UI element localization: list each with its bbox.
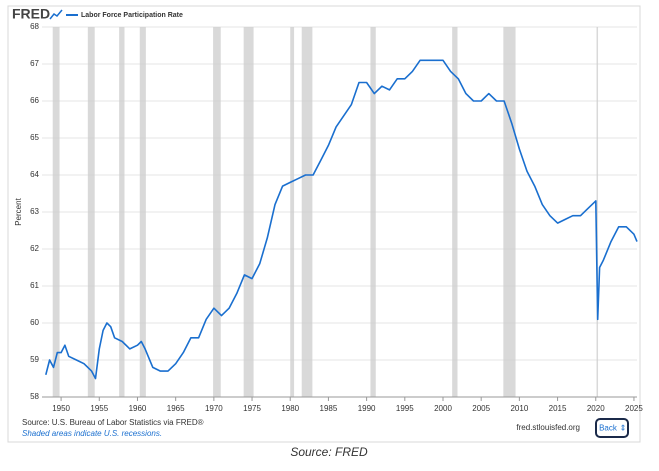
y-tick-label: 60: [30, 318, 39, 327]
recession-band: [52, 27, 60, 397]
recession-band: [596, 27, 599, 397]
x-tick-label: 1985: [320, 404, 338, 413]
y-tick-label: 58: [30, 392, 39, 401]
recession-band: [503, 27, 516, 397]
y-tick-label: 67: [30, 59, 39, 68]
recession-band: [452, 27, 458, 397]
y-tick-label: 62: [30, 244, 39, 253]
x-tick-label: 1975: [243, 404, 261, 413]
recession-band: [87, 27, 95, 397]
site: fred.stlouisfed.org: [516, 423, 580, 432]
back-icon[interactable]: ⇕: [620, 424, 627, 433]
data-line: [45, 59, 638, 380]
legend-label: Labor Force Participation Rate: [81, 12, 183, 19]
recession-band: [301, 27, 313, 397]
note: Shaded areas indicate U.S. recessions.: [22, 429, 162, 438]
x-tick-label: 2010: [510, 404, 528, 413]
y-tick-label: 66: [30, 96, 39, 105]
x-tick-label: 1990: [358, 404, 376, 413]
x-tick-label: 1955: [90, 404, 108, 413]
logo: FRED: [12, 6, 50, 22]
y-tick-label: 59: [30, 355, 39, 364]
frame: [7, 5, 641, 443]
y-tick-label: 65: [30, 133, 39, 142]
y-tick-label: 68: [30, 22, 39, 31]
x-tick-label: 2015: [549, 404, 567, 413]
x-tick-label: 1965: [167, 404, 185, 413]
y-tick-label: 61: [30, 281, 39, 290]
back-button[interactable]: [595, 418, 629, 438]
y-tick-label: 63: [30, 207, 39, 216]
x-tick-label: 2005: [472, 404, 490, 413]
x-tick-label: 2020: [587, 404, 605, 413]
recession-band: [243, 27, 254, 397]
recession-band: [213, 27, 221, 397]
recession-band: [119, 27, 125, 397]
recession-band: [370, 27, 376, 397]
recession-band: [139, 27, 146, 397]
x-tick-label: 1950: [52, 404, 70, 413]
x-tick-label: 2025: [625, 404, 643, 413]
y-axis-label: Percent: [14, 197, 23, 225]
back-button-label[interactable]: Back: [599, 424, 618, 433]
x-tick-label: 1980: [281, 404, 299, 413]
x-tick-label: 2000: [434, 404, 452, 413]
x-tick-label: 1960: [129, 404, 147, 413]
x-tick-label: 1970: [205, 404, 223, 413]
recession-band: [290, 27, 295, 397]
x-tick-label: 1995: [396, 404, 414, 413]
logo-icon: [49, 9, 63, 20]
caption: Source: FRED: [290, 445, 368, 459]
y-tick-label: 64: [30, 170, 39, 179]
source: Source: U.S. Bureau of Labor Statistics …: [22, 418, 204, 427]
